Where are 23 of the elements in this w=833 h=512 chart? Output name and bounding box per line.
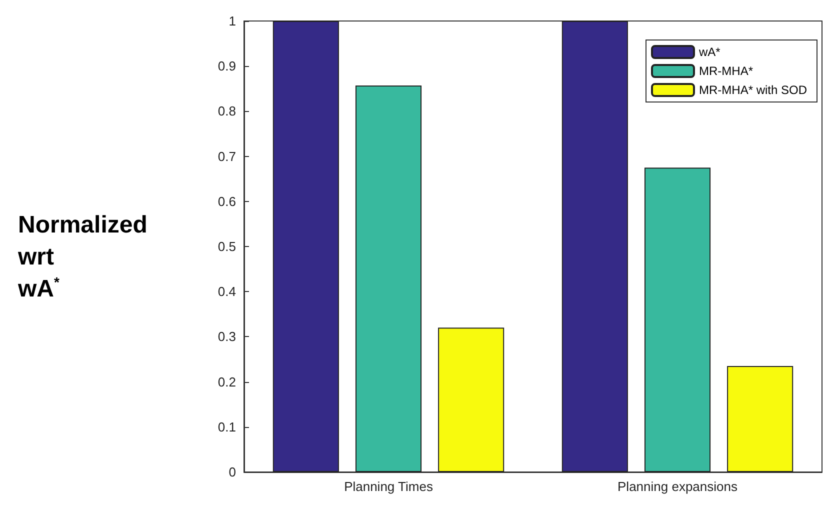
bar [355,85,422,472]
bar [727,366,794,472]
bar [562,21,628,472]
y-tick-label: 0.9 [218,58,236,74]
y-tick-label: 0.5 [218,239,236,254]
x-tick-label: Planning Times [344,479,434,494]
y-tick-label: 0.2 [218,374,236,390]
legend-label: wA* [698,45,721,59]
bar [438,328,504,472]
legend-label: MR-MHA* with SOD [698,83,808,97]
y-tick-label: 0 [228,464,236,480]
y-tick-label: 0.6 [218,194,236,209]
bar [272,21,339,472]
legend-label: MR-MHA* [698,64,754,78]
y-tick-label: 1 [228,14,236,28]
y-tick-label: 0.1 [218,419,236,434]
y-tick-label: 0.4 [218,284,236,300]
x-tick-label: Planning expansions [618,479,738,494]
y-tick-label: 0.3 [218,329,236,344]
y-tick-label: 0.8 [218,104,236,119]
y-axis-title: Normalized wrt wA* [17,212,148,302]
bar [644,168,711,472]
y-tick-label: 0.7 [218,148,236,164]
